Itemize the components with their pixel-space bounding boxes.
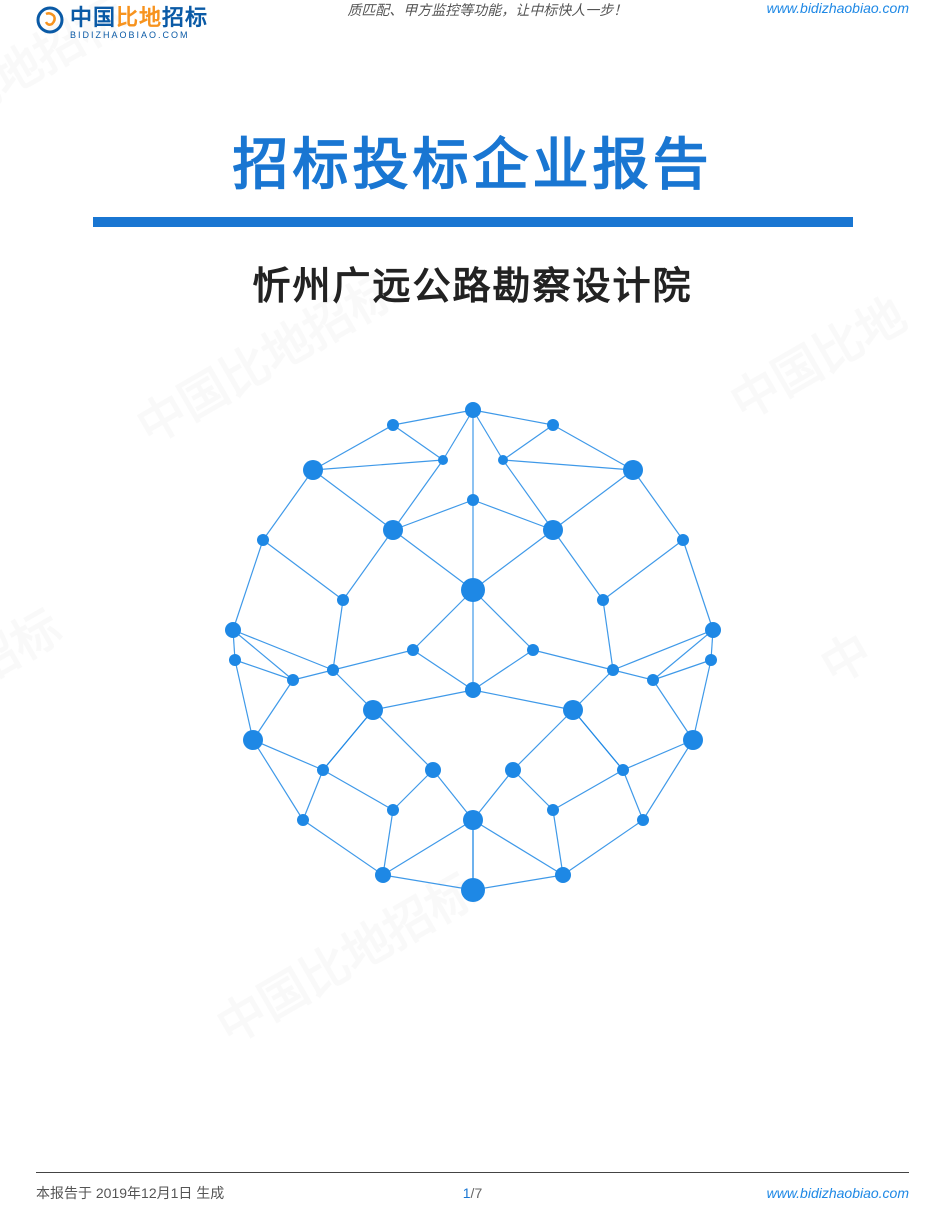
gen-prefix: 本报告于 [36, 1185, 92, 1201]
footer-row: 本报告于 2019年12月1日 生成 1/7 www.bidizhaobiao.… [36, 1183, 909, 1203]
logo-subtext: BIDIZHAOBIAO.COM [70, 30, 208, 40]
slogan-line: 质匹配、甲方监控等功能，让中标快人一步！ [347, 0, 627, 21]
page-total: 7 [474, 1185, 482, 1201]
header-logo: 中国比地招标 BIDIZHAOBIAO.COM [36, 0, 208, 40]
logo-text-cn: 中国 [70, 5, 116, 30]
logo-text-suffix: 招标 [162, 5, 208, 30]
gen-date: 2019年12月1日 [96, 1185, 193, 1201]
company-name: 忻州广远公路勘察设计院 [0, 255, 945, 310]
page-current: 1 [463, 1185, 471, 1201]
main-content: 招标投标企业报告 忻州广远公路勘察设计院 [0, 40, 945, 930]
footer-url[interactable]: www.bidizhaobiao.com [767, 1185, 909, 1201]
page-footer: 本报告于 2019年12月1日 生成 1/7 www.bidizhaobiao.… [0, 1158, 945, 1223]
page-number: 1/7 [463, 1185, 482, 1201]
footer-generated: 本报告于 2019年12月1日 生成 [36, 1183, 224, 1203]
logo-text-orange: 比地 [116, 5, 162, 30]
logo-icon [36, 6, 64, 34]
network-sphere-graphic [0, 370, 945, 930]
title-underline [93, 217, 853, 227]
gen-suffix: 生成 [196, 1185, 224, 1201]
sphere-svg [193, 370, 753, 930]
logo-text-block: 中国比地招标 BIDIZHAOBIAO.COM [70, 0, 208, 40]
header-slogan: 质匹配、甲方监控等功能，让中标快人一步！ [347, 0, 627, 21]
header-url[interactable]: www.bidizhaobiao.com [767, 0, 909, 16]
page-header: 中国比地招标 BIDIZHAOBIAO.COM 质匹配、甲方监控等功能，让中标快… [0, 0, 945, 40]
report-title: 招标投标企业报告 [0, 120, 945, 201]
logo-text: 中国比地招标 [70, 0, 208, 32]
footer-divider [36, 1172, 909, 1173]
